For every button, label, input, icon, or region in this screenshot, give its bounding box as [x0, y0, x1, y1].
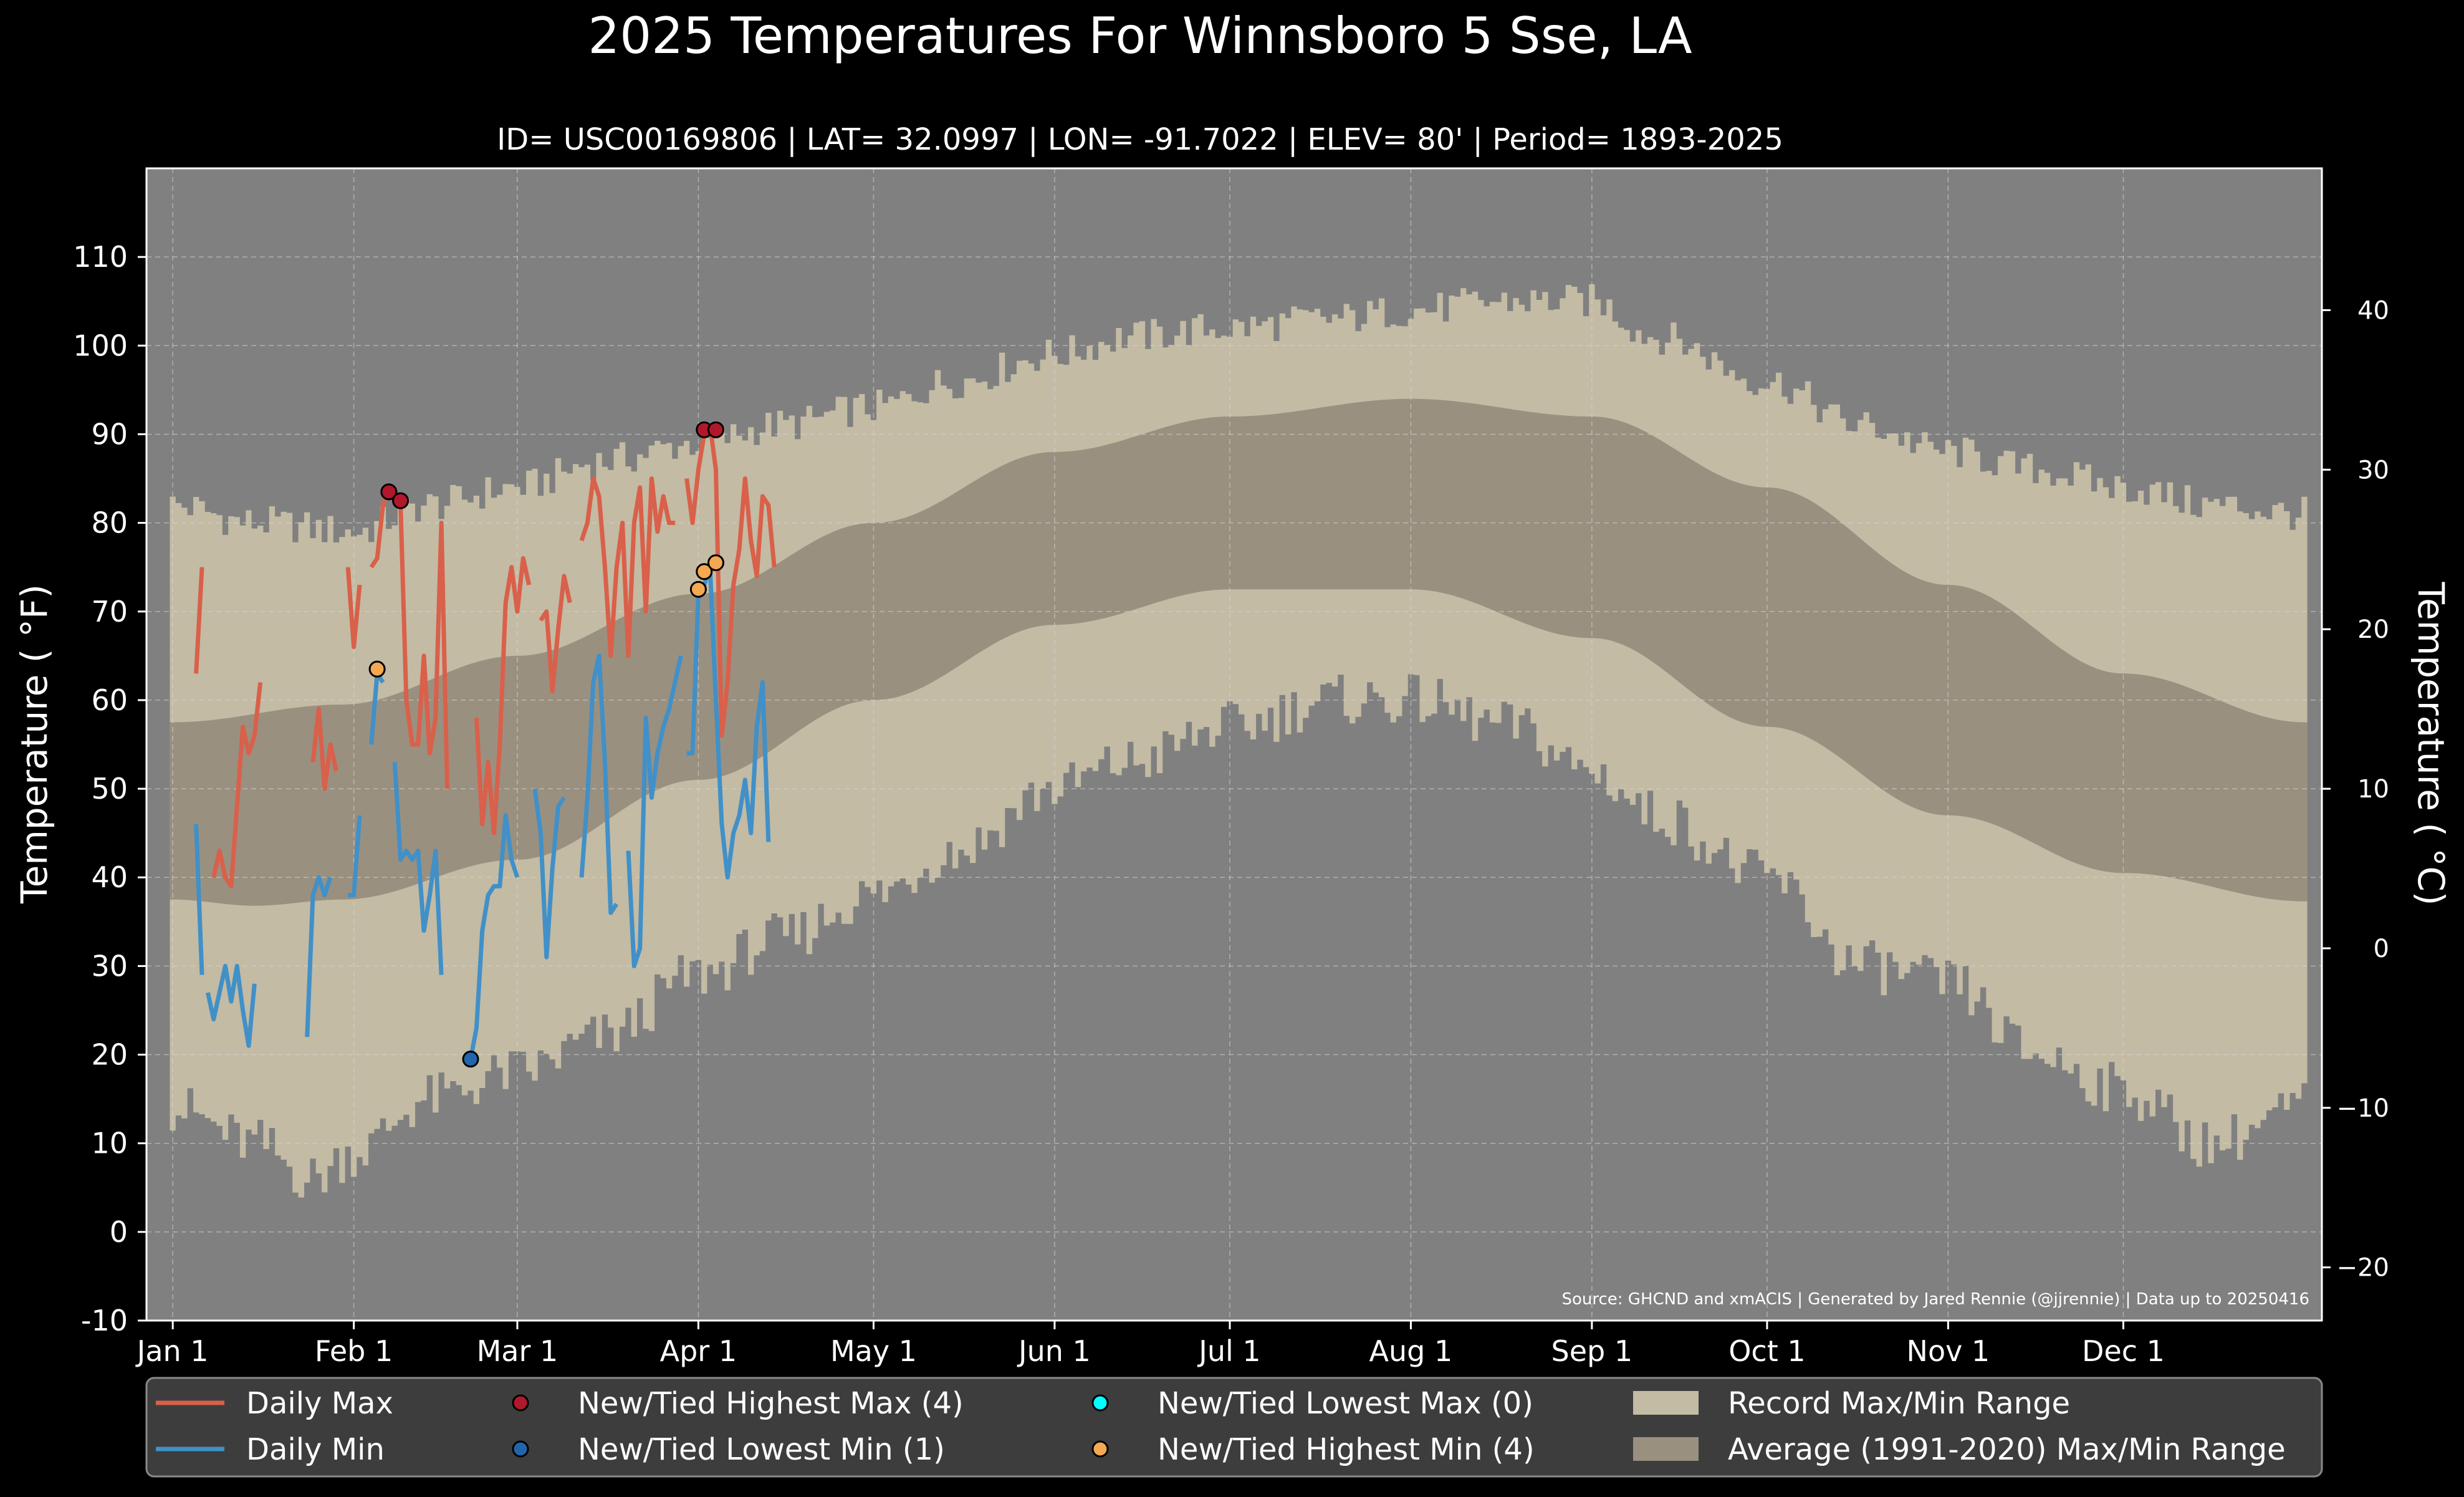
y-axis-label-right: Temperature ( °C) [2410, 581, 2452, 905]
legend-label: Record Max/Min Range [1728, 1386, 2070, 1421]
series-line-daily-max [194, 423, 777, 888]
average-range-band [170, 398, 2308, 906]
legend-label: New/Tied Highest Max (4) [578, 1386, 964, 1421]
source-note: Source: GHCND and xmACIS | Generated by … [1561, 1290, 2309, 1309]
series-layer [194, 423, 777, 1060]
grid-lines [146, 168, 2322, 1321]
record-marker [368, 660, 386, 678]
x-tick-label: Oct 1 [1728, 1334, 1805, 1368]
plot-area: Source: GHCND and xmACIS | Generated by … [145, 167, 2323, 1322]
record-marker [707, 421, 724, 438]
x-tick-label: Apr 1 [660, 1334, 737, 1368]
legend-label: Daily Min [246, 1432, 385, 1467]
y-tick-label: -10 [81, 1304, 128, 1337]
legend-swatch-patch [1633, 1437, 1699, 1461]
record-marker [696, 563, 713, 580]
record-marker [392, 492, 410, 509]
legend-label: New/Tied Highest Min (4) [1158, 1432, 1535, 1467]
y-tick-label: 40 [91, 860, 128, 894]
y-tick-label: 50 [91, 772, 128, 806]
record-marker [462, 1051, 479, 1068]
y-tick-label: 10 [91, 1127, 128, 1160]
x-axis: Jan 1 Feb 1 Mar 1 Apr 1 May 1 Jun 1 Jul 1 Aug 1… [135, 1321, 2165, 1368]
y-tick-label: 0 [110, 1215, 128, 1249]
y-tick-label: 80 [91, 506, 128, 540]
chart-title: 2025 Temperatures For Winnsboro 5 Sse, L… [588, 7, 1692, 65]
y2-tick-label: 40 [2357, 296, 2389, 325]
x-tick-label: Jul 1 [1197, 1334, 1260, 1368]
y-tick-label: 110 [73, 240, 128, 274]
legend-swatch-marker [512, 1394, 529, 1412]
x-tick-label: Sep 1 [1551, 1334, 1633, 1368]
y-tick-label: 30 [91, 949, 128, 983]
legend-box [145, 1377, 2323, 1478]
record-markers-layer [368, 421, 724, 1068]
y-tick-label: 70 [91, 595, 128, 628]
y2-tick-label: 10 [2357, 775, 2389, 804]
legend-swatch-marker [512, 1440, 529, 1458]
legend-label: Daily Max [246, 1386, 393, 1421]
chart-subtitle: ID= USC00169806 | LAT= 32.0997 | LON= -9… [497, 122, 1783, 157]
average-range-layer [170, 398, 2308, 906]
y-tick-label: 60 [91, 683, 128, 717]
record-marker [380, 483, 398, 501]
legend-swatch-marker [1091, 1440, 1109, 1458]
legend-label: New/Tied Lowest Min (1) [578, 1432, 945, 1467]
y2-tick-label: −20 [2337, 1254, 2389, 1283]
y-axis-label: Temperature ( °F) [13, 584, 55, 904]
y-tick-label: 100 [73, 329, 128, 362]
x-tick-label: Nov 1 [1907, 1334, 1990, 1368]
x-tick-label: Dec 1 [2082, 1334, 2165, 1368]
y-tick-label: 20 [91, 1038, 128, 1072]
x-tick-label: May 1 [830, 1334, 917, 1368]
y2-tick-label: 0 [2374, 935, 2389, 963]
legend-label: Average (1991-2020) Max/Min Range [1728, 1432, 2286, 1467]
legend-label: New/Tied Lowest Max (0) [1158, 1386, 1533, 1421]
x-tick-label: Aug 1 [1369, 1334, 1453, 1368]
y2-tick-label: 20 [2357, 615, 2389, 644]
y2-tick-label: −10 [2337, 1094, 2389, 1123]
x-tick-label: Jun 1 [1017, 1334, 1091, 1368]
y-axis-left: -10 0 10 20 30 40 50 60 70 80 90 100 110 [73, 240, 146, 1337]
y2-tick-label: 30 [2357, 456, 2389, 484]
plot-frame [145, 167, 2323, 1322]
y-tick-label: 90 [91, 417, 128, 451]
legend-swatch-marker [1091, 1394, 1109, 1412]
record-marker [707, 554, 724, 572]
x-tick-label: Jan 1 [135, 1334, 209, 1368]
x-tick-label: Mar 1 [477, 1334, 558, 1368]
record-marker [689, 580, 707, 598]
legend-swatch-patch [1633, 1391, 1699, 1415]
y-axis-right: −20 −10 0 10 20 30 40 [2322, 296, 2389, 1283]
legend-items: Daily Max New/Tied Highest Max (4) New/Tie… [156, 1386, 2286, 1467]
legend: Daily Max New/Tied Highest Max (4) New/Tie… [145, 1377, 2323, 1478]
x-tick-label: Feb 1 [315, 1334, 393, 1368]
